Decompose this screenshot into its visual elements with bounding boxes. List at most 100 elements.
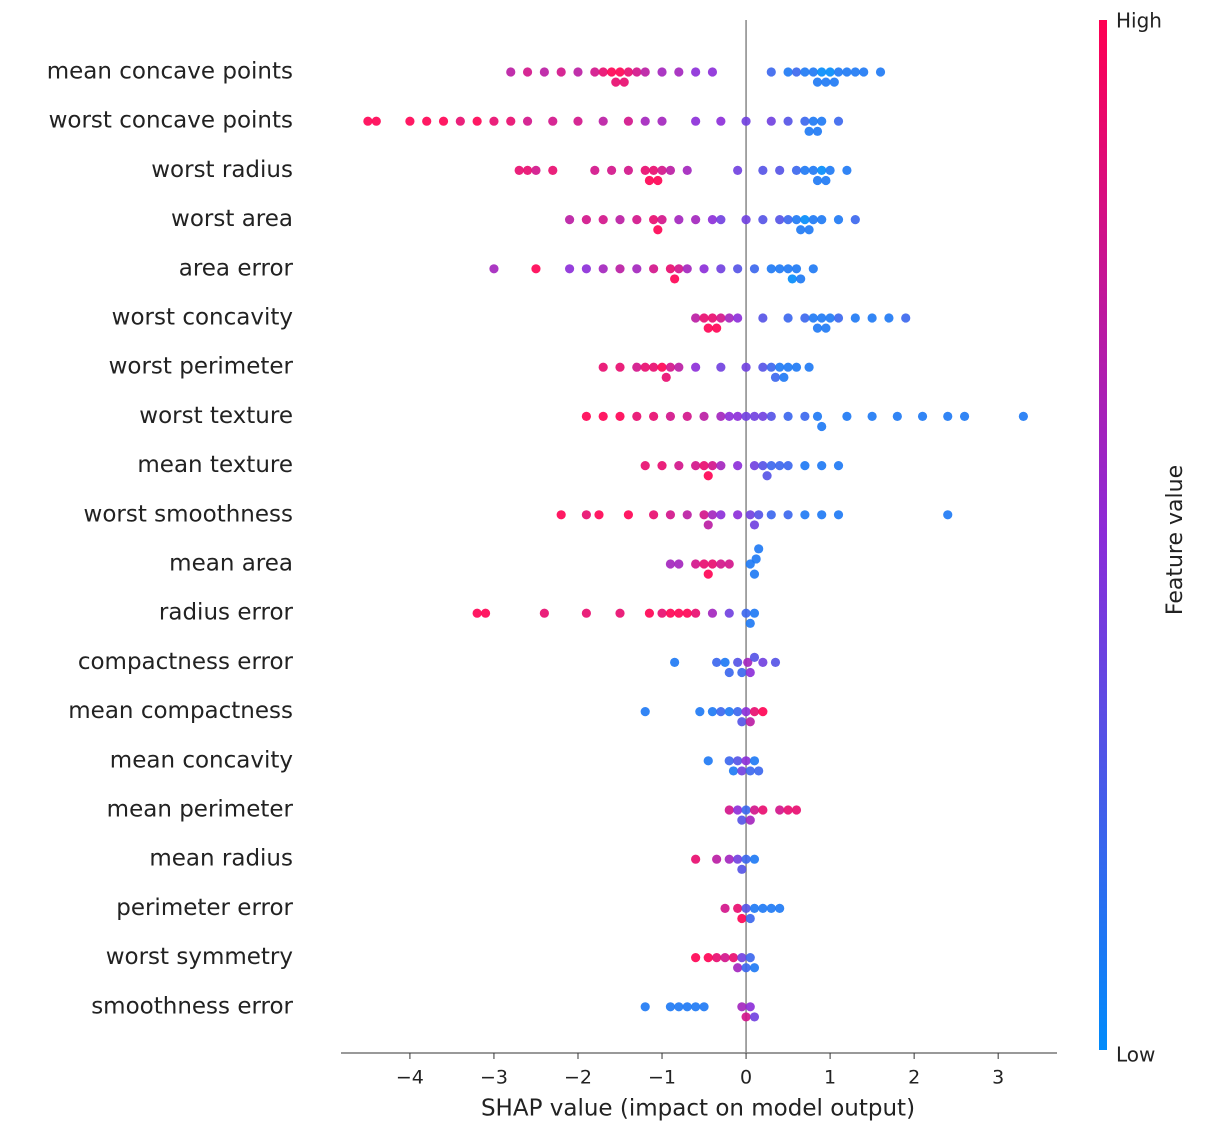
shap-point: [720, 903, 730, 914]
shap-point: [796, 274, 806, 284]
shap-point: [506, 67, 516, 77]
shap-point: [833, 313, 844, 323]
shap-point: [615, 67, 625, 77]
shap-point: [665, 165, 676, 175]
shap-point: [716, 264, 726, 274]
shap-point: [825, 67, 835, 77]
shap-point: [724, 756, 734, 766]
shap-point: [741, 756, 751, 766]
shap-point: [615, 215, 625, 225]
shap-point: [791, 165, 802, 175]
shap-point: [733, 165, 743, 175]
shap-point: [758, 411, 768, 421]
shap-point: [581, 264, 591, 274]
shap-point: [751, 554, 761, 564]
shap-point: [749, 903, 760, 914]
shap-point: [716, 461, 726, 471]
shap-point: [817, 165, 827, 175]
y-tick-label: worst area: [171, 206, 293, 232]
shap-point: [783, 116, 793, 126]
shap-point: [745, 618, 755, 628]
x-tick-label: −1: [648, 1067, 676, 1089]
shap-point: [674, 461, 684, 471]
shap-point: [766, 116, 776, 126]
shap-point: [703, 756, 713, 766]
shap-point: [745, 766, 755, 776]
shap-point: [556, 510, 566, 520]
shap-point: [581, 215, 591, 225]
shap-point: [438, 116, 449, 126]
shap-point: [775, 165, 785, 175]
shap-point: [737, 717, 747, 727]
y-tick-label: mean concavity: [110, 747, 293, 773]
shap-point: [783, 411, 793, 421]
y-tick-label: radius error: [159, 600, 294, 626]
shap-point: [632, 264, 642, 274]
shap-point: [791, 67, 802, 77]
shap-point: [775, 805, 785, 815]
shap-point: [812, 77, 823, 87]
shap-point: [682, 264, 692, 274]
shap-point: [821, 323, 831, 333]
shap-point: [703, 953, 713, 963]
y-tick-label: smoothness error: [91, 993, 293, 1019]
shap-point: [749, 805, 760, 815]
shap-point: [733, 657, 743, 668]
shap-point: [745, 913, 755, 924]
shap-point: [598, 67, 608, 77]
y-tick-label: worst radius: [151, 157, 293, 183]
shap-point: [766, 67, 776, 77]
shap-point: [703, 323, 713, 333]
shap-point: [682, 165, 692, 175]
shap-point: [804, 225, 814, 235]
shap-point: [783, 215, 793, 225]
shap-point: [653, 175, 663, 186]
shap-point: [522, 165, 533, 175]
shap-point: [699, 264, 709, 274]
shap-point: [745, 510, 755, 520]
shap-point: [791, 215, 802, 225]
shap-point: [670, 657, 680, 668]
shap-point: [758, 362, 768, 372]
shap-point: [775, 264, 785, 274]
shap-point: [745, 667, 755, 678]
shap-point: [615, 411, 625, 421]
shap-point: [749, 461, 760, 471]
shap-point: [556, 67, 566, 77]
shap-point: [691, 461, 701, 471]
shap-point: [712, 657, 722, 668]
shap-point: [607, 67, 617, 77]
shap-point: [758, 805, 768, 815]
y-tick-label: mean radius: [149, 846, 293, 872]
colorbar-label: Feature value: [1163, 465, 1188, 615]
shap-point: [611, 77, 621, 87]
shap-point: [615, 608, 625, 618]
colorbar: [1099, 20, 1107, 1050]
shap-point: [472, 608, 482, 618]
y-tick-label: worst smoothness: [84, 501, 293, 527]
shap-point: [472, 116, 482, 126]
shap-point: [506, 116, 516, 126]
y-tick-label: compactness error: [78, 649, 294, 675]
shap-point: [833, 215, 844, 225]
shap-point: [422, 116, 432, 126]
shap-point: [817, 510, 827, 520]
shap-point: [682, 411, 692, 421]
shap-point: [733, 707, 743, 717]
shap-point: [943, 510, 953, 520]
shap-point: [691, 313, 701, 323]
shap-point: [783, 510, 793, 520]
shap-point: [766, 362, 776, 372]
shap-point: [804, 362, 814, 372]
shap-point: [800, 116, 810, 126]
shap-point: [787, 274, 797, 284]
shap-point: [644, 608, 655, 618]
shap-point: [833, 510, 844, 520]
shap-point: [594, 510, 604, 520]
shap-point: [682, 608, 692, 618]
shap-point: [758, 165, 768, 175]
shap-point: [737, 913, 747, 924]
shap-point: [812, 126, 823, 136]
shap-point: [712, 854, 722, 864]
